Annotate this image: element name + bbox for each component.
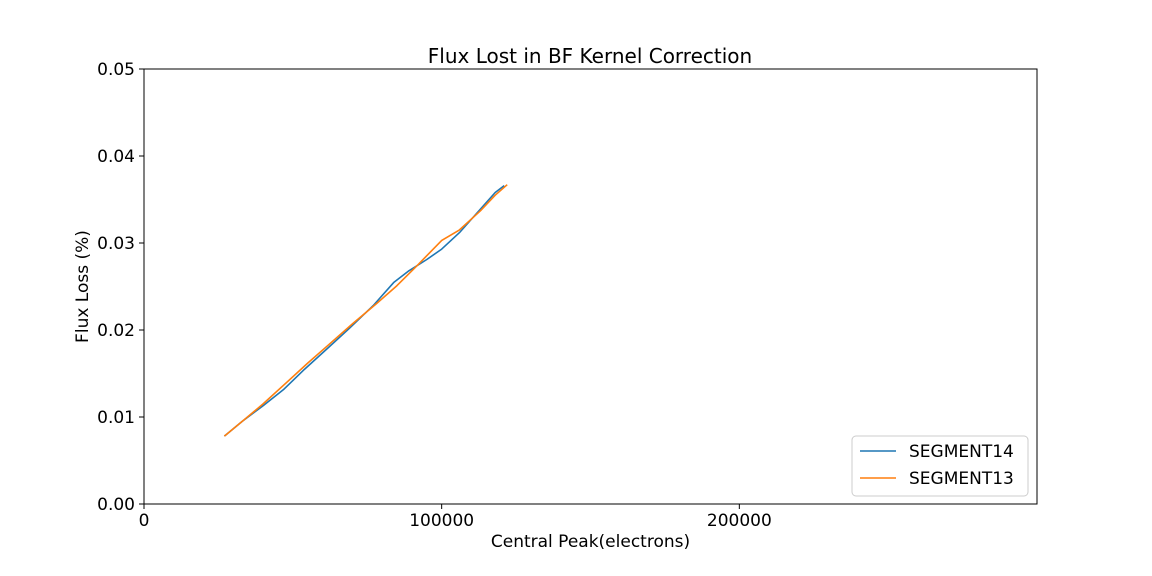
x-tick-label: 200000: [707, 511, 772, 531]
series-line-segment13: [223, 184, 508, 437]
y-tick-label: 0.03: [97, 234, 135, 254]
x-axis-label: Central Peak(electrons): [491, 532, 690, 552]
plot-frame: [143, 68, 1038, 505]
plot-area: [223, 184, 508, 437]
axis-ticks: 0.00 0.01 0.02 0.03 0.04 0.05 0 100000 200000: [97, 60, 772, 531]
y-tick-label: 0.04: [97, 147, 135, 167]
chart-title: Flux Lost in BF Kernel Correction: [428, 44, 752, 68]
x-tick-label: 0: [139, 511, 150, 531]
y-tick-label: 0.02: [97, 321, 135, 341]
y-tick-label: 0.00: [97, 495, 135, 515]
y-tick-label: 0.05: [97, 60, 135, 80]
x-tick-label: 100000: [409, 511, 474, 531]
legend-entry-label: SEGMENT14: [909, 442, 1014, 462]
y-tick-label: 0.01: [97, 408, 135, 428]
legend: SEGMENT14 SEGMENT13: [851, 435, 1029, 497]
y-axis-label: Flux Loss (%): [73, 230, 93, 343]
legend-entry-label: SEGMENT13: [909, 469, 1014, 489]
